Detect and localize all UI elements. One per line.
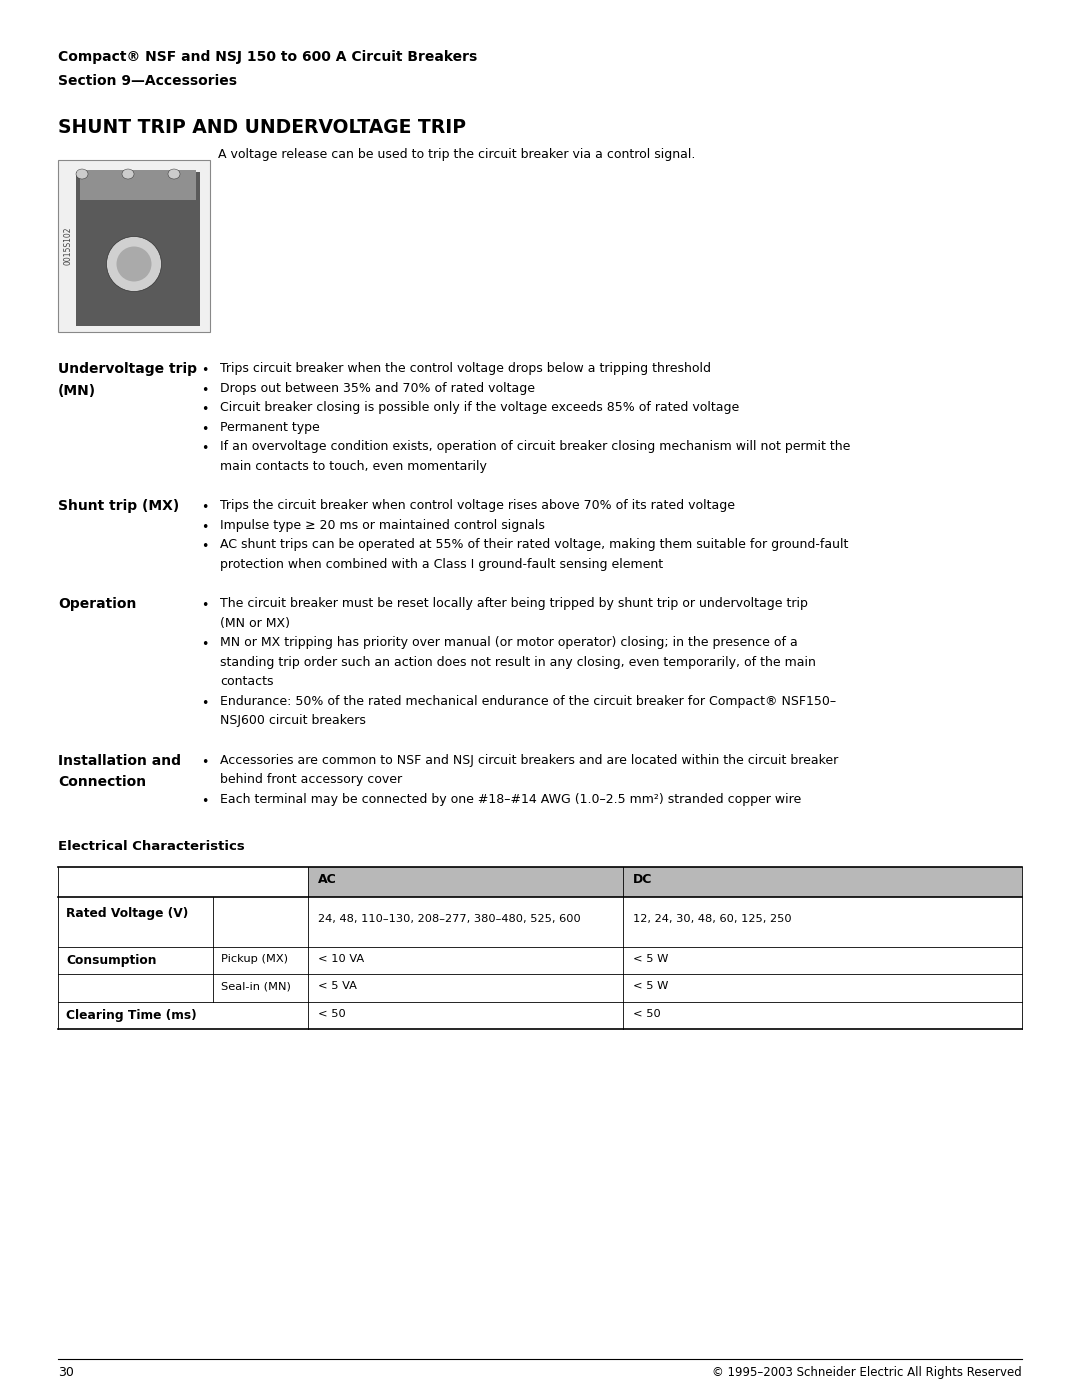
Ellipse shape xyxy=(107,236,162,292)
Text: •: • xyxy=(201,756,208,768)
Bar xyxy=(623,868,1022,897)
Text: NSJ600 circuit breakers: NSJ600 circuit breakers xyxy=(220,714,366,726)
Ellipse shape xyxy=(122,169,134,179)
Text: Each terminal may be connected by one #18–#14 AWG (1.0–2.5 mm²) stranded copper : Each terminal may be connected by one #1… xyxy=(220,792,801,806)
Text: •: • xyxy=(201,795,208,807)
Text: •: • xyxy=(201,365,208,377)
Bar xyxy=(308,868,623,897)
Ellipse shape xyxy=(117,246,151,282)
Text: Shunt trip (MX): Shunt trip (MX) xyxy=(58,499,179,513)
Text: Consumption: Consumption xyxy=(66,954,157,967)
Ellipse shape xyxy=(168,169,180,179)
Text: < 10 VA: < 10 VA xyxy=(318,954,364,964)
Text: Installation and: Installation and xyxy=(58,753,181,767)
Text: behind front accessory cover: behind front accessory cover xyxy=(220,773,402,787)
Text: •: • xyxy=(201,402,208,416)
Text: •: • xyxy=(201,541,208,553)
Text: Trips the circuit breaker when control voltage rises above 70% of its rated volt: Trips the circuit breaker when control v… xyxy=(220,499,735,511)
Text: Compact® NSF and NSJ 150 to 600 A Circuit Breakers: Compact® NSF and NSJ 150 to 600 A Circui… xyxy=(58,50,477,64)
Text: Impulse type ≥ 20 ms or maintained control signals: Impulse type ≥ 20 ms or maintained contr… xyxy=(220,518,545,531)
Text: protection when combined with a Class I ground-fault sensing element: protection when combined with a Class I … xyxy=(220,557,663,570)
Text: Section 9—Accessories: Section 9—Accessories xyxy=(58,74,237,88)
Text: standing trip order such an action does not result in any closing, even temporar: standing trip order such an action does … xyxy=(220,655,815,669)
Text: Operation: Operation xyxy=(58,597,136,610)
Text: Trips circuit breaker when the control voltage drops below a tripping threshold: Trips circuit breaker when the control v… xyxy=(220,362,711,374)
Text: (MN or MX): (MN or MX) xyxy=(220,616,291,630)
Ellipse shape xyxy=(76,169,87,179)
Text: < 5 VA: < 5 VA xyxy=(318,981,356,990)
Text: Electrical Characteristics: Electrical Characteristics xyxy=(58,840,245,854)
Text: main contacts to touch, even momentarily: main contacts to touch, even momentarily xyxy=(220,460,487,472)
Text: The circuit breaker must be reset locally after being tripped by shunt trip or u: The circuit breaker must be reset locall… xyxy=(220,597,808,610)
Text: SHUNT TRIP AND UNDERVOLTAGE TRIP: SHUNT TRIP AND UNDERVOLTAGE TRIP xyxy=(58,117,465,137)
Text: 0015S102: 0015S102 xyxy=(64,226,72,265)
Text: •: • xyxy=(201,638,208,651)
Text: MN or MX tripping has priority over manual (or motor operator) closing; in the p: MN or MX tripping has priority over manu… xyxy=(220,636,798,650)
Bar xyxy=(58,161,210,332)
Text: •: • xyxy=(201,384,208,397)
Text: Connection: Connection xyxy=(58,775,146,789)
Text: •: • xyxy=(201,697,208,710)
Text: contacts: contacts xyxy=(220,675,273,687)
Text: •: • xyxy=(201,441,208,455)
Text: © 1995–2003 Schneider Electric All Rights Reserved: © 1995–2003 Schneider Electric All Right… xyxy=(712,1366,1022,1379)
Bar xyxy=(76,172,200,326)
Text: < 5 W: < 5 W xyxy=(633,954,669,964)
Text: (MN): (MN) xyxy=(58,384,96,398)
Bar xyxy=(80,170,195,200)
Text: If an overvoltage condition exists, operation of circuit breaker closing mechani: If an overvoltage condition exists, oper… xyxy=(220,440,850,453)
Text: •: • xyxy=(201,502,208,514)
Text: A voltage release can be used to trip the circuit breaker via a control signal.: A voltage release can be used to trip th… xyxy=(218,148,696,161)
Text: Circuit breaker closing is possible only if the voltage exceeds 85% of rated vol: Circuit breaker closing is possible only… xyxy=(220,401,739,414)
Text: •: • xyxy=(201,521,208,534)
Text: Clearing Time (ms): Clearing Time (ms) xyxy=(66,1009,197,1021)
Text: 30: 30 xyxy=(58,1366,73,1379)
Text: AC: AC xyxy=(318,873,337,886)
Text: Accessories are common to NSF and NSJ circuit breakers and are located within th: Accessories are common to NSF and NSJ ci… xyxy=(220,753,838,767)
Text: < 50: < 50 xyxy=(318,1009,346,1018)
Text: 12, 24, 30, 48, 60, 125, 250: 12, 24, 30, 48, 60, 125, 250 xyxy=(633,914,792,923)
Text: Endurance: 50% of the rated mechanical endurance of the circuit breaker for Comp: Endurance: 50% of the rated mechanical e… xyxy=(220,694,836,707)
Text: DC: DC xyxy=(633,873,652,886)
Text: Permanent type: Permanent type xyxy=(220,420,320,433)
Text: < 50: < 50 xyxy=(633,1009,661,1018)
Text: •: • xyxy=(201,422,208,436)
Text: Rated Voltage (V): Rated Voltage (V) xyxy=(66,907,188,919)
Text: •: • xyxy=(201,599,208,612)
Text: Pickup (MX): Pickup (MX) xyxy=(221,954,288,964)
Text: Seal-in (MN): Seal-in (MN) xyxy=(221,981,291,990)
Text: AC shunt trips can be operated at 55% of their rated voltage, making them suitab: AC shunt trips can be operated at 55% of… xyxy=(220,538,849,550)
Text: Drops out between 35% and 70% of rated voltage: Drops out between 35% and 70% of rated v… xyxy=(220,381,535,394)
Text: 24, 48, 110–130, 208–277, 380–480, 525, 600: 24, 48, 110–130, 208–277, 380–480, 525, … xyxy=(318,914,581,923)
Text: Undervoltage trip: Undervoltage trip xyxy=(58,362,197,376)
Text: < 5 W: < 5 W xyxy=(633,981,669,990)
